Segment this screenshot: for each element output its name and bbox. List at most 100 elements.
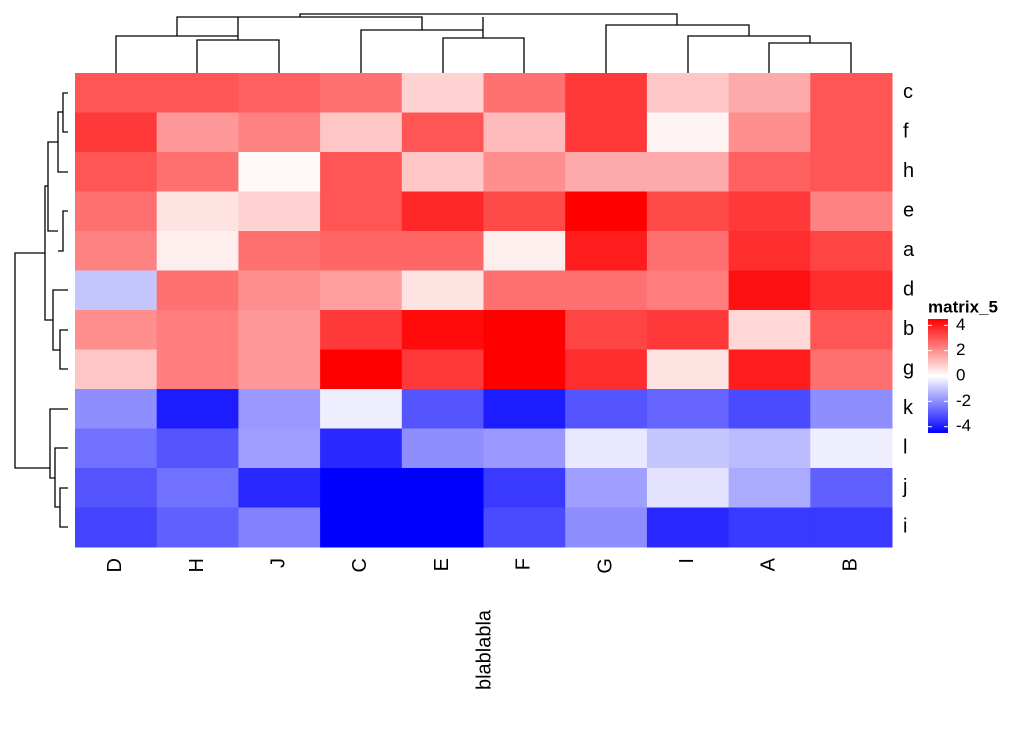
heatmap-cell — [75, 310, 158, 350]
heatmap-cell — [483, 389, 566, 429]
legend-tick-label: -4 — [956, 416, 971, 435]
heatmap-cell — [565, 507, 648, 548]
heatmap-cell — [810, 191, 893, 232]
heatmap-cell — [401, 270, 484, 311]
heatmap-cell — [810, 310, 893, 350]
legend-bar — [928, 319, 948, 433]
heatmap-cell — [565, 349, 648, 390]
heatmap-cell — [646, 191, 730, 232]
legend-tick-label: -2 — [956, 391, 971, 410]
heatmap-cell — [483, 112, 566, 153]
heatmap-cell — [565, 191, 648, 232]
row-dendrogram — [14, 92, 68, 528]
heatmap-cell — [320, 310, 403, 350]
heatmap-cell — [565, 270, 648, 311]
heatmap-cell — [810, 73, 893, 113]
heatmap-cell — [728, 152, 811, 192]
heatmap-cell — [810, 349, 893, 390]
heatmap-cell — [75, 73, 158, 113]
heatmap-cell — [320, 428, 403, 469]
heatmap-cell — [238, 112, 321, 153]
heatmap-cell — [646, 349, 730, 390]
legend-tick-label: 2 — [956, 340, 965, 359]
heatmap-cell — [320, 231, 403, 271]
heatmap-cell — [156, 428, 239, 469]
column-label: A — [758, 557, 780, 571]
heatmap-cell — [238, 468, 321, 508]
heatmap-cell — [483, 73, 566, 113]
heatmap-cell — [810, 428, 893, 469]
row-label: l — [903, 437, 907, 459]
heatmap-cell — [401, 428, 484, 469]
heatmap-cell — [156, 507, 239, 548]
heatmap-cell — [320, 270, 403, 311]
row-label: b — [903, 318, 914, 340]
column-label: H — [186, 558, 208, 572]
column-dendrogram — [115, 13, 852, 73]
heatmap-cell — [728, 349, 811, 390]
column-label: E — [431, 558, 453, 571]
heatmap-cell — [565, 310, 648, 350]
legend-tick-label: 0 — [956, 365, 965, 384]
heatmap-cell — [810, 112, 893, 153]
heatmap-cell — [483, 428, 566, 469]
heatmap-cell — [238, 507, 321, 548]
x-axis-label: blablabla — [473, 609, 495, 690]
heatmap-cell — [401, 349, 484, 390]
heatmap-cell — [810, 507, 893, 548]
column-label: D — [104, 558, 126, 572]
heatmap-cell — [401, 507, 484, 548]
heatmap-cell — [728, 468, 811, 508]
heatmap-cell — [401, 468, 484, 508]
heatmap-cell — [646, 310, 730, 350]
row-label: c — [903, 81, 913, 103]
heatmap-cell — [483, 349, 566, 390]
heatmap-cell — [646, 270, 730, 311]
heatmap-cell — [483, 191, 566, 232]
heatmap-cell — [156, 231, 239, 271]
heatmap-cell — [565, 231, 648, 271]
heatmap-cell — [75, 270, 158, 311]
heatmap-cell — [238, 270, 321, 311]
heatmap-cell — [565, 152, 648, 192]
heatmap-cell — [75, 112, 158, 153]
heatmap-cell — [646, 468, 730, 508]
heatmap-cell — [238, 428, 321, 469]
heatmap-cell — [810, 270, 893, 311]
heatmap-cell — [320, 152, 403, 192]
row-label: h — [903, 160, 914, 182]
heatmap-cell — [156, 349, 239, 390]
heatmap-cell — [75, 428, 158, 469]
heatmap-cell — [156, 191, 239, 232]
column-label: I — [676, 558, 698, 564]
column-label: F — [513, 558, 535, 570]
heatmap-cell — [75, 507, 158, 548]
row-label: f — [903, 121, 909, 143]
heatmap-cell — [646, 428, 730, 469]
row-label: a — [903, 239, 915, 261]
heatmap-cell — [156, 270, 239, 311]
column-label: J — [268, 558, 290, 568]
heatmap-cell — [320, 389, 403, 429]
heatmap-cell — [565, 112, 648, 153]
heatmap-cell — [238, 349, 321, 390]
heatmap-cell — [238, 310, 321, 350]
heatmap-cell — [156, 468, 239, 508]
column-label: C — [349, 558, 371, 572]
heatmap-cell — [565, 389, 648, 429]
heatmap-cell — [238, 152, 321, 192]
heatmap-cell — [75, 389, 158, 429]
heatmap-cell — [156, 310, 239, 350]
heatmap-cell — [238, 389, 321, 429]
heatmap-cell — [728, 112, 811, 153]
heatmap-cell — [75, 191, 158, 232]
heatmap-cell — [646, 152, 730, 192]
heatmap-cell — [646, 73, 730, 113]
heatmap-cell — [728, 507, 811, 548]
heatmap-cell — [728, 73, 811, 113]
row-label: e — [903, 200, 914, 222]
heatmap-cell — [75, 152, 158, 192]
heatmap-cell — [156, 389, 239, 429]
heatmap-cell — [401, 310, 484, 350]
